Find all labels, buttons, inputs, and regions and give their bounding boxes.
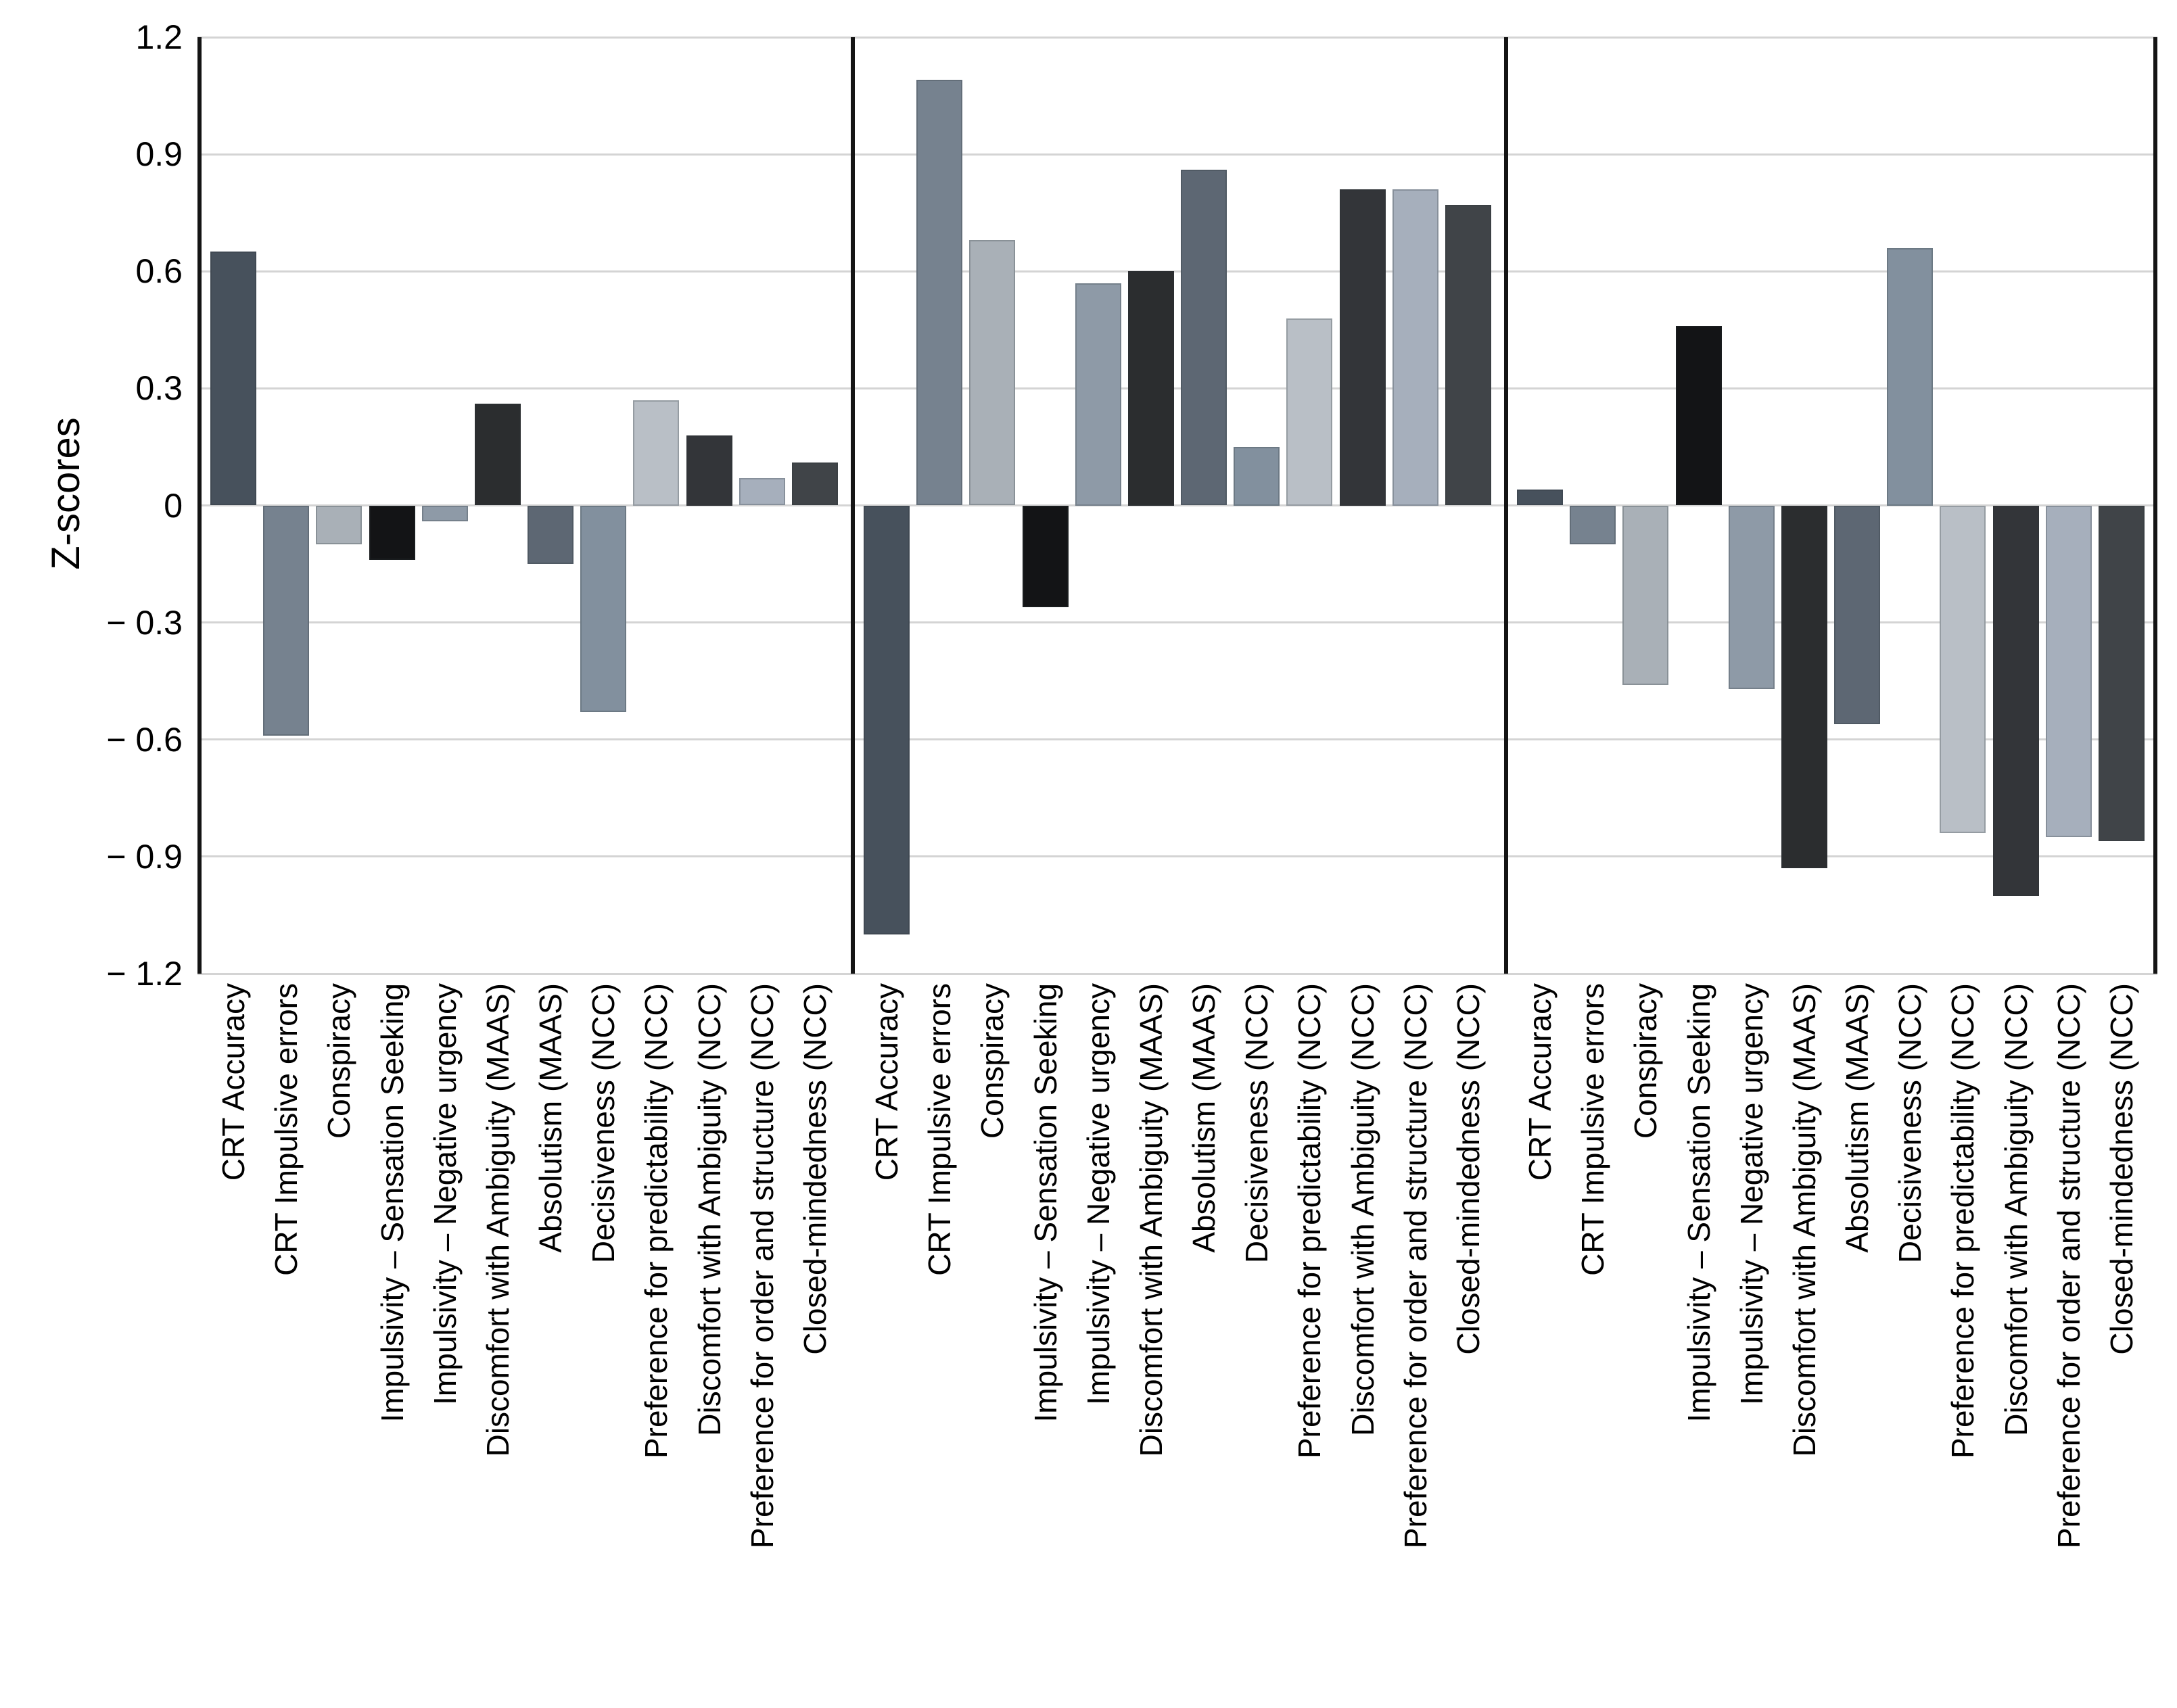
y-tick-label: 0.9 — [135, 135, 183, 174]
x-category-label: Impulsivity – Negative urgency — [1733, 983, 1769, 1405]
y-tick-label: 1.2 — [135, 18, 183, 56]
y-tick-label: − 0.3 — [106, 603, 183, 642]
x-category-label: Impulsivity – Negative urgency — [1080, 983, 1116, 1405]
x-category-label: CRT Accuracy — [216, 983, 252, 1181]
y-tick-label: − 1.2 — [106, 955, 183, 993]
x-category-label: CRT Accuracy — [869, 983, 905, 1181]
panel-divider — [1504, 37, 1508, 974]
y-axis-spine — [197, 37, 202, 974]
x-category-label: Discomfort with Ambiguity (MAAS) — [479, 983, 515, 1457]
bar-panel_3-absolutism-maas- — [1834, 505, 1881, 724]
x-category-label: Discomfort with Ambiguity (NCC) — [1998, 983, 2034, 1436]
bar-panel_2-preference-for-order-and-structure-ncc- — [1392, 189, 1438, 506]
bar-panel_1-conspiracy — [316, 505, 362, 545]
x-category-label: Closed-mindedness (NCC) — [2103, 983, 2139, 1355]
x-category-label: Absolutism (MAAS) — [533, 983, 569, 1253]
bar-panel_3-crt-accuracy — [1517, 490, 1564, 506]
x-category-label: CRT Impulsive errors — [1575, 983, 1611, 1276]
x-category-label: Discomfort with Ambiguity (MAAS) — [1786, 983, 1822, 1457]
bar-panel_3-preference-for-predictability-ncc- — [1940, 505, 1986, 834]
y-tick-label: 0.6 — [135, 252, 183, 291]
x-category-label: Preference for order and structure (NCC) — [744, 983, 780, 1548]
x-category-label: Decisiveness (NCC) — [1892, 983, 1928, 1264]
x-category-label: Discomfort with Ambiguity (NCC) — [691, 983, 727, 1436]
y-tick-label: − 0.9 — [106, 837, 183, 876]
x-category-label: CRT Accuracy — [1522, 983, 1558, 1181]
gridline — [197, 270, 2157, 272]
bar-panel_1-closed-mindedness-ncc- — [791, 462, 838, 506]
x-category-label: Absolutism (MAAS) — [1186, 983, 1222, 1253]
x-category-label: Preference for order and structure (NCC) — [1397, 983, 1433, 1548]
bar-panel_2-absolutism-maas- — [1181, 170, 1227, 506]
bar-panel_2-preference-for-predictability-ncc- — [1286, 318, 1333, 506]
bar-panel_3-impulsivity-negative-urgency — [1728, 505, 1775, 689]
x-category-label: Absolutism (MAAS) — [1840, 983, 1875, 1253]
bar-panel_3-decisiveness-ncc- — [1887, 247, 1934, 506]
bar-panel_2-impulsivity-negative-urgency — [1075, 283, 1121, 506]
bar-panel_3-impulsivity-sensation-seeking — [1675, 326, 1722, 506]
bar-panel_1-absolutism-maas- — [528, 505, 574, 565]
x-category-label: Conspiracy — [975, 983, 1010, 1139]
gridline — [197, 504, 2157, 506]
x-category-label: Decisiveness (NCC) — [1239, 983, 1275, 1264]
gridline — [197, 387, 2157, 389]
bar-panel_2-crt-accuracy — [864, 505, 910, 935]
bar-panel_1-discomfort-with-ambiguity-maas- — [474, 404, 521, 506]
x-category-label: Impulsivity – Sensation Seeking — [1027, 983, 1063, 1423]
bar-panel_3-conspiracy — [1622, 505, 1669, 685]
x-category-label: Discomfort with Ambiguity (NCC) — [1344, 983, 1380, 1436]
bar-panel_1-crt-accuracy — [210, 252, 257, 506]
bar-panel_3-preference-for-order-and-structure-ncc- — [2045, 505, 2092, 838]
x-category-label: Preference for predictability (NCC) — [638, 983, 674, 1459]
y-tick-label: 0.3 — [135, 369, 183, 408]
y-tick-label: 0 — [164, 486, 183, 525]
bar-panel_2-conspiracy — [969, 240, 1016, 506]
bar-panel_2-crt-impulsive-errors — [916, 80, 963, 506]
x-category-label: Preference for order and structure (NCC) — [2051, 983, 2086, 1548]
x-category-label: Conspiracy — [1628, 983, 1664, 1139]
bar-panel_3-discomfort-with-ambiguity-ncc- — [1992, 505, 2039, 896]
bar-panel_3-closed-mindedness-ncc- — [2098, 505, 2145, 841]
plot-area — [197, 36, 2157, 975]
gridline — [197, 153, 2157, 156]
bar-panel_3-discomfort-with-ambiguity-maas- — [1781, 505, 1827, 869]
x-category-label: CRT Impulsive errors — [922, 983, 958, 1276]
bar-panel_1-crt-impulsive-errors — [263, 505, 310, 736]
bar-panel_1-impulsivity-sensation-seeking — [369, 505, 415, 561]
x-category-label: Closed-mindedness (NCC) — [1450, 983, 1486, 1355]
gridline — [197, 972, 2157, 975]
right-spine — [2153, 37, 2157, 974]
bar-panel_1-preference-for-order-and-structure-ncc- — [739, 478, 785, 506]
x-category-label: Discomfort with Ambiguity (MAAS) — [1133, 983, 1169, 1457]
bar-panel_1-preference-for-predictability-ncc- — [633, 400, 680, 506]
bar-panel_2-closed-mindedness-ncc- — [1445, 205, 1491, 506]
x-category-label: Preference for predictability (NCC) — [1945, 983, 1981, 1459]
x-category-label: Impulsivity – Sensation Seeking — [1681, 983, 1716, 1423]
bar-panel_2-discomfort-with-ambiguity-maas- — [1127, 271, 1174, 506]
bar-panel_2-decisiveness-ncc- — [1234, 446, 1280, 506]
gridline — [197, 738, 2157, 741]
x-category-label: Closed-mindedness (NCC) — [797, 983, 833, 1355]
x-category-label: Impulsivity – Negative urgency — [427, 983, 463, 1405]
gridline — [197, 855, 2157, 858]
panel-divider — [851, 37, 855, 974]
x-category-label: CRT Impulsive errors — [268, 983, 304, 1276]
gridline — [197, 36, 2157, 39]
x-category-label: Conspiracy — [321, 983, 357, 1139]
bar-panel_2-discomfort-with-ambiguity-ncc- — [1339, 189, 1386, 506]
bar-panel_2-impulsivity-sensation-seeking — [1022, 505, 1069, 607]
bar-panel_3-crt-impulsive-errors — [1570, 505, 1616, 545]
bar-panel_1-decisiveness-ncc- — [580, 505, 627, 713]
x-category-label: Impulsivity – Sensation Seeking — [374, 983, 410, 1423]
x-category-label: Decisiveness (NCC) — [586, 983, 622, 1264]
x-category-label: Preference for predictability (NCC) — [1292, 983, 1328, 1459]
gridline — [197, 621, 2157, 624]
y-tick-label: − 0.6 — [106, 720, 183, 759]
bar-panel_1-discomfort-with-ambiguity-ncc- — [686, 435, 732, 506]
bar-panel_1-impulsivity-negative-urgency — [421, 505, 468, 521]
